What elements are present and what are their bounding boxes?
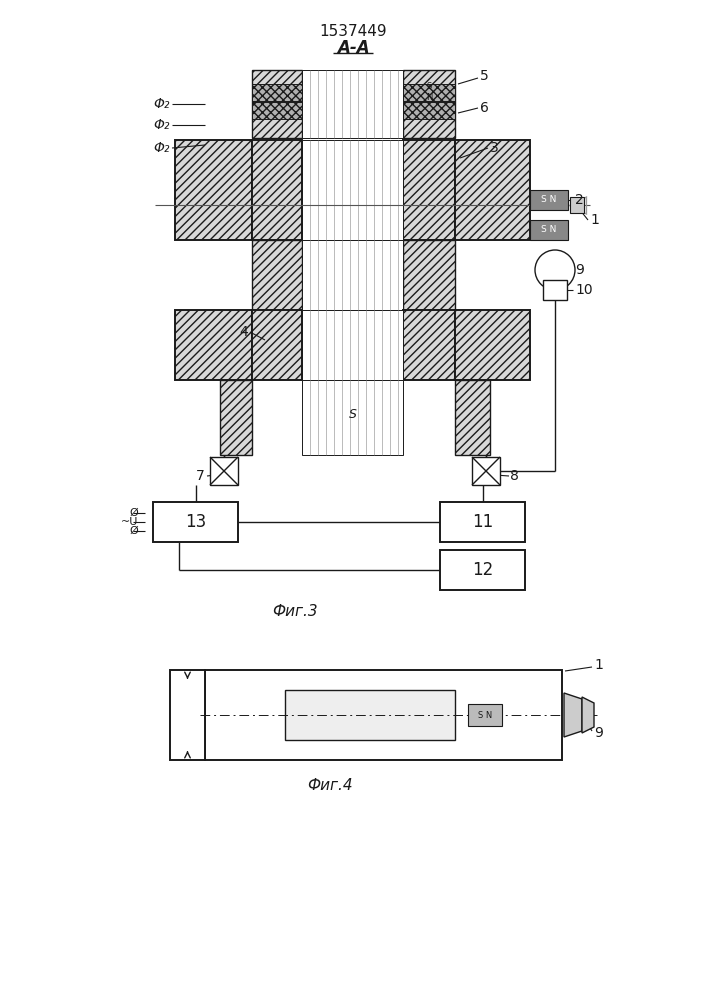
Bar [530, 190, 568, 210]
Text: S
N: S N [426, 82, 432, 102]
Text: ~U: ~U [121, 517, 138, 527]
Bar [302, 140, 403, 240]
Bar [170, 670, 205, 760]
Text: S N: S N [478, 710, 492, 720]
Bar [403, 102, 455, 119]
Bar [403, 84, 455, 101]
Text: 12: 12 [472, 561, 493, 579]
Bar [302, 310, 403, 380]
Text: 1: 1 [590, 213, 599, 227]
Bar [252, 310, 302, 380]
Bar [210, 457, 238, 485]
Bar [252, 84, 302, 101]
Text: S N: S N [542, 226, 556, 234]
Text: Ø: Ø [129, 508, 138, 518]
Text: A-A: A-A [337, 39, 369, 57]
Text: S N: S N [542, 196, 556, 205]
Text: Φ₂: Φ₂ [153, 97, 170, 111]
Text: 2: 2 [575, 193, 584, 207]
Bar [440, 550, 525, 590]
Bar [252, 140, 302, 240]
Bar [455, 140, 530, 240]
Text: 4: 4 [239, 325, 248, 339]
Text: ◁: ◁ [568, 193, 588, 217]
Bar [252, 240, 302, 310]
Bar [455, 310, 530, 380]
Bar [302, 380, 403, 455]
Bar [252, 70, 302, 138]
Bar [440, 502, 525, 542]
Polygon shape [564, 693, 582, 737]
Text: 1537449: 1537449 [319, 24, 387, 39]
Text: 8: 8 [510, 469, 519, 483]
Bar [220, 380, 252, 455]
Bar [403, 140, 455, 240]
Bar [175, 310, 252, 380]
Text: Фиг.3: Фиг.3 [272, 604, 318, 619]
Text: S: S [349, 408, 357, 422]
Text: 3: 3 [490, 141, 498, 155]
Bar [543, 280, 567, 300]
Bar [570, 197, 584, 213]
Bar [403, 240, 455, 310]
Bar [455, 380, 490, 455]
Bar [302, 70, 403, 138]
Text: 7: 7 [197, 469, 205, 483]
Bar [205, 670, 562, 760]
Text: 1: 1 [594, 658, 603, 672]
Bar [285, 690, 455, 740]
Bar [403, 310, 455, 380]
Bar [153, 502, 238, 542]
Text: Ø: Ø [129, 526, 138, 536]
Text: 10: 10 [575, 283, 592, 297]
Bar [302, 240, 403, 310]
Text: Фиг.4: Фиг.4 [307, 778, 353, 792]
Text: 9: 9 [594, 726, 603, 740]
Text: 9: 9 [575, 263, 584, 277]
Text: 5: 5 [480, 69, 489, 83]
Bar [472, 457, 500, 485]
Text: 11: 11 [472, 513, 493, 531]
Circle shape [535, 250, 575, 290]
Bar [468, 704, 502, 726]
Text: Φ₂: Φ₂ [153, 141, 170, 155]
Text: 6: 6 [480, 101, 489, 115]
Bar [252, 102, 302, 119]
Text: Φ₂: Φ₂ [153, 118, 170, 132]
Bar [175, 140, 252, 240]
Polygon shape [582, 697, 594, 733]
Bar [530, 220, 568, 240]
Bar [403, 70, 455, 138]
Text: 13: 13 [185, 513, 206, 531]
